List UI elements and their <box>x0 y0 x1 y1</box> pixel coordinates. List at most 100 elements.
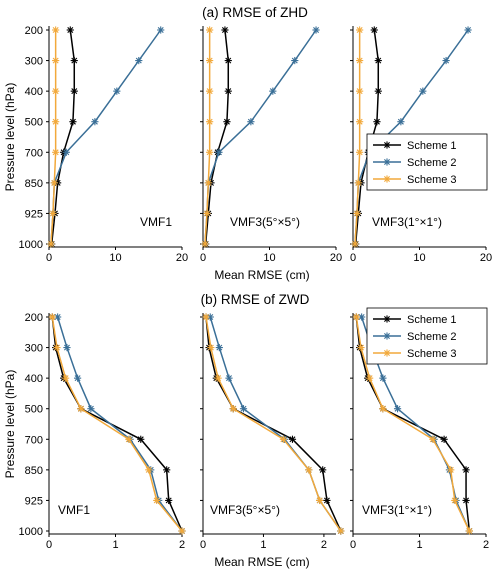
marker-stroke <box>205 179 212 186</box>
y-tick-label: 400 <box>25 86 43 98</box>
data-point <box>206 87 214 95</box>
y-tick-label: 1000 <box>19 526 43 538</box>
marker-stroke <box>366 375 373 382</box>
marker-stroke <box>337 528 344 534</box>
legend-a: Scheme 1 Scheme 2 Scheme 3 <box>366 133 488 191</box>
data-point <box>356 56 364 65</box>
data-point <box>206 56 214 65</box>
marker-stroke <box>247 118 254 125</box>
data-point <box>312 26 320 34</box>
data-point <box>224 56 232 65</box>
marker-stroke <box>52 118 59 125</box>
marker-stroke <box>451 497 458 504</box>
legend-b: Scheme 1 Scheme 2 Scheme 3 <box>366 307 488 365</box>
marker-stroke <box>240 405 247 412</box>
marker-stroke <box>305 466 312 473</box>
data-point <box>224 87 232 95</box>
legend-entry: Scheme 2 <box>407 331 457 343</box>
data-point <box>229 405 237 413</box>
marker-stroke <box>289 436 296 443</box>
data-point <box>393 405 402 413</box>
marker-stroke <box>87 405 94 412</box>
series-scheme-3 <box>48 313 186 535</box>
data-point <box>358 313 366 321</box>
data-point <box>165 496 173 505</box>
data-point <box>52 56 60 65</box>
x-tick-label: 10 <box>109 252 121 264</box>
series-line <box>355 316 471 532</box>
series-line <box>50 29 76 245</box>
marker-stroke <box>206 27 213 33</box>
marker-stroke <box>52 57 59 64</box>
series-scheme-3 <box>201 26 214 248</box>
data-point <box>269 87 277 95</box>
marker-stroke <box>223 118 230 125</box>
data-point <box>87 405 95 413</box>
series-scheme-1 <box>48 313 186 535</box>
x-tick-label: 0 <box>200 252 206 264</box>
data-point <box>247 118 255 126</box>
marker-stroke <box>463 466 470 473</box>
panel-a-ylabel: Pressure level (hPa) <box>3 83 17 192</box>
data-point <box>178 527 186 535</box>
data-point <box>137 435 145 443</box>
data-point <box>465 527 473 535</box>
series-line <box>204 30 211 245</box>
marker-stroke <box>358 314 365 320</box>
data-point <box>379 405 387 413</box>
series-line <box>204 29 230 245</box>
marker-stroke <box>206 149 213 156</box>
legend-marker <box>383 315 391 323</box>
x-tick-label: 2 <box>483 539 489 551</box>
marker-stroke <box>225 57 232 64</box>
legend-entry: Scheme 1 <box>407 314 457 326</box>
data-point <box>125 435 133 443</box>
subplot-label: VMF3(5°×5°) <box>230 215 300 229</box>
legend-marker <box>383 332 391 340</box>
x-tick-label: 20 <box>480 252 492 264</box>
marker-stroke <box>206 118 213 125</box>
data-point <box>356 26 364 34</box>
data-point <box>49 209 57 218</box>
data-point <box>52 87 60 95</box>
marker-stroke <box>375 57 382 64</box>
data-point <box>62 374 70 382</box>
marker-stroke <box>48 241 54 247</box>
data-point <box>62 148 70 156</box>
marker-stroke <box>91 118 98 125</box>
marker-stroke <box>356 149 363 156</box>
data-point <box>464 26 472 34</box>
marker-stroke <box>355 179 362 186</box>
data-point <box>366 374 374 382</box>
data-point <box>462 466 470 474</box>
x-tick-label: 20 <box>330 252 342 264</box>
marker-stroke <box>67 27 74 33</box>
marker-stroke <box>113 88 120 95</box>
marker-stroke <box>221 27 228 33</box>
x-tick-label: 2 <box>179 539 185 551</box>
marker-stroke <box>352 241 358 247</box>
marker-stroke <box>207 344 214 351</box>
legend-entry: Scheme 2 <box>407 157 457 169</box>
marker-stroke <box>52 88 59 95</box>
data-point <box>206 148 214 156</box>
marker-stroke <box>69 118 76 125</box>
series-line <box>355 316 471 532</box>
marker-stroke <box>54 314 61 320</box>
data-point <box>370 26 378 34</box>
series-line <box>354 30 361 245</box>
data-point <box>48 313 56 321</box>
marker-stroke <box>375 88 382 95</box>
marker-stroke <box>125 436 132 443</box>
marker-stroke <box>51 179 58 186</box>
marker-stroke <box>384 333 390 339</box>
data-point <box>215 148 223 156</box>
data-point <box>50 179 58 187</box>
marker-stroke <box>203 314 210 320</box>
series-line <box>51 316 183 532</box>
legend-entry: Scheme 3 <box>407 348 457 360</box>
marker-stroke <box>145 466 152 473</box>
marker-stroke <box>384 142 390 148</box>
marker-stroke <box>179 528 185 534</box>
marker-stroke <box>153 497 160 504</box>
